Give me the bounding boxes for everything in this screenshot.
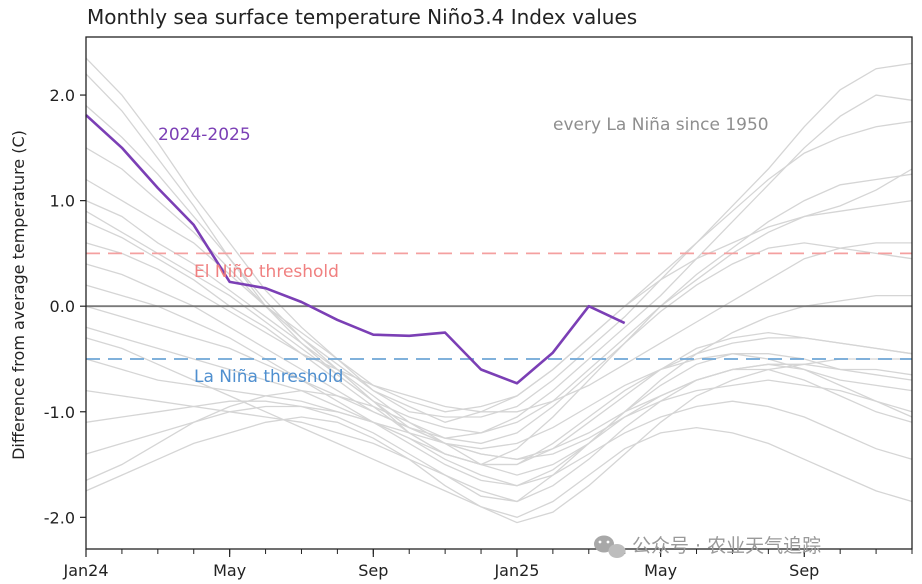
background-series-line-12 xyxy=(85,353,913,450)
plot-frame xyxy=(85,36,913,550)
background-series-line-10 xyxy=(85,305,913,460)
x-tick-label: Jan24 xyxy=(62,561,108,580)
la-nina-threshold-label: La Niña threshold xyxy=(194,367,343,387)
x-tick-label: Jan25 xyxy=(493,561,539,580)
x-tick-label: Sep xyxy=(358,561,388,580)
background-series-label: every La Niña since 1950 xyxy=(553,115,769,135)
background-series-group xyxy=(85,57,913,524)
reference-lines-group xyxy=(86,252,912,360)
background-series-line-13 xyxy=(85,368,913,503)
x-tick-label: May xyxy=(644,561,677,580)
background-series-line-16 xyxy=(85,363,913,481)
background-series-line-5 xyxy=(85,200,913,445)
background-series-line-14 xyxy=(85,353,913,503)
background-series-line-19 xyxy=(85,337,912,524)
y-axis: 2.0 1.0 0.0 -1.0 -2.0 xyxy=(44,86,86,527)
background-series-line-8 xyxy=(85,263,913,460)
y-tick-label: 1.0 xyxy=(50,192,75,211)
chart-title: Monthly sea surface temperature Niño3.4 … xyxy=(87,5,637,29)
background-series-line-7 xyxy=(85,242,912,413)
y-tick-label: 0.0 xyxy=(50,297,75,316)
highlight-series-line xyxy=(85,114,626,385)
x-tick-label: Sep xyxy=(789,561,819,580)
y-axis-label: Difference from average temperature (C) xyxy=(9,130,28,460)
background-series-line-11 xyxy=(85,326,913,466)
x-tick-label: May xyxy=(213,561,246,580)
background-series-line-2 xyxy=(85,105,913,423)
x-axis: Jan24 May Sep Jan25 May Sep xyxy=(62,549,913,580)
el-nino-threshold-label: El Niño threshold xyxy=(194,262,339,282)
background-series-line-18 xyxy=(85,168,913,434)
background-series-line-1 xyxy=(85,73,913,439)
highlight-series-label: 2024-2025 xyxy=(158,125,251,145)
y-tick-label: -1.0 xyxy=(44,403,75,422)
background-series-line-4 xyxy=(85,178,913,413)
highlight-series-group xyxy=(85,114,626,385)
background-series-line-15 xyxy=(85,400,913,487)
watermark: 公众号 · 农业天气追踪 xyxy=(594,535,821,558)
wechat-icon xyxy=(594,535,626,558)
background-series-line-9 xyxy=(85,284,912,487)
y-tick-label: -2.0 xyxy=(44,508,75,527)
y-tick-label: 2.0 xyxy=(50,86,75,105)
background-series-line-17 xyxy=(85,416,913,518)
watermark-text: 公众号 · 农业天气追踪 xyxy=(632,535,821,557)
